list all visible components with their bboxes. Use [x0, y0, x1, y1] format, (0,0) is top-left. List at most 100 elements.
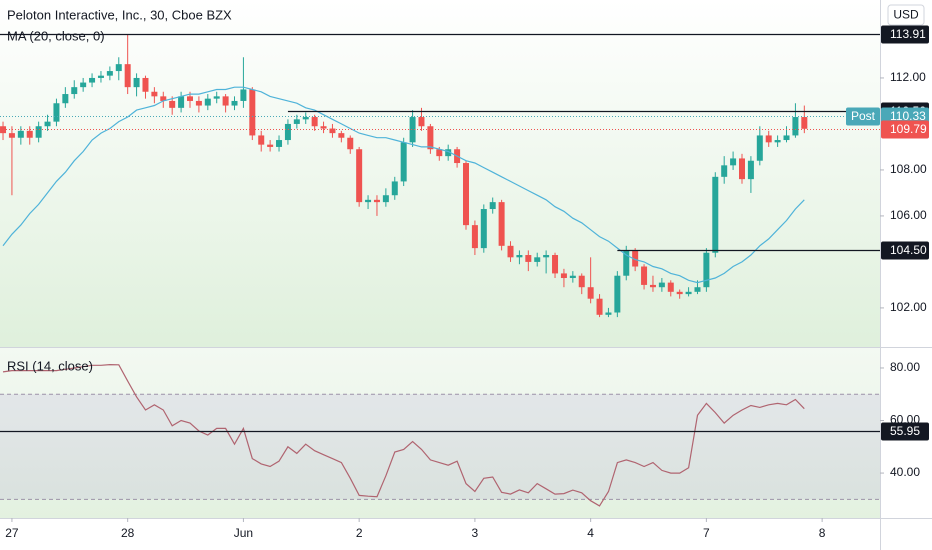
post-tag: Post: [851, 109, 876, 123]
candle-body: [436, 149, 443, 157]
candle-body: [347, 137, 354, 150]
rsi-band: [0, 394, 880, 500]
y-tick-label: 112.00: [890, 70, 926, 84]
candle-body: [400, 142, 407, 182]
candle-body: [774, 140, 781, 143]
candle-body: [409, 117, 416, 143]
candle-body: [276, 140, 283, 147]
candle-body: [685, 291, 692, 295]
candle-body: [222, 96, 229, 106]
candle-body: [133, 77, 140, 88]
candle-body: [62, 94, 69, 104]
candle-body: [471, 225, 478, 249]
candle-body: [80, 82, 87, 88]
candle-body: [124, 64, 131, 88]
candle-body: [160, 96, 167, 101]
candle-body: [498, 202, 505, 246]
post-tag-box: [846, 107, 880, 126]
price-pane: [0, 0, 880, 347]
candle-body: [178, 96, 185, 108]
price-label-box: [881, 241, 929, 260]
candle-body: [525, 255, 532, 262]
candle-body: [204, 98, 211, 106]
candle-body: [543, 255, 550, 258]
candle-body: [89, 77, 96, 83]
x-tick-label: 27: [5, 526, 19, 540]
candle-body: [427, 126, 434, 150]
candle-body: [35, 126, 42, 138]
price-label-box: [881, 25, 929, 44]
candle-body: [97, 75, 104, 78]
rsi-line: [2, 363, 805, 507]
candle-body: [329, 128, 336, 134]
candle-body: [373, 199, 380, 203]
x-tick-label: 3: [472, 526, 479, 540]
y-tick-label: 108.00: [890, 162, 927, 176]
candle-body: [382, 195, 389, 203]
y-tick-label: 40.00: [890, 465, 920, 479]
price-label-box: [881, 422, 929, 441]
y-tick-label: 106.00: [890, 208, 927, 222]
candle-body: [240, 89, 247, 101]
candle-body: [534, 257, 541, 262]
candle-body: [213, 96, 220, 99]
price-label: 55.95: [890, 424, 920, 438]
candle-body: [649, 284, 656, 288]
candle-body: [667, 282, 674, 292]
candle-body: [17, 130, 24, 138]
candle-body: [801, 117, 808, 129]
candle-body: [142, 77, 149, 92]
candle-body: [44, 121, 51, 127]
price-label: 104.50: [890, 243, 927, 257]
candle-body: [489, 202, 496, 210]
candle-body: [721, 165, 728, 177]
x-tick-label: 7: [703, 526, 710, 540]
candle-body: [302, 117, 309, 120]
currency-box[interactable]: [887, 4, 925, 26]
price-label: 109.79: [890, 122, 927, 136]
candle-body: [258, 135, 265, 145]
candle-body: [614, 275, 621, 313]
x-tick-label: 4: [587, 526, 594, 540]
candle-body: [658, 282, 665, 288]
candle-body: [186, 96, 193, 101]
candle-body: [338, 133, 345, 138]
candle-body: [462, 163, 469, 226]
candle-body: [320, 126, 327, 129]
currency[interactable]: USD: [893, 8, 919, 22]
candle-body: [694, 287, 701, 292]
price-label: 113.91: [890, 27, 926, 41]
candle-body: [605, 312, 612, 315]
rsi-pane: [0, 348, 880, 518]
candle-body: [552, 255, 559, 274]
candle-body: [418, 117, 425, 127]
candle-body: [391, 181, 398, 196]
candle-body: [516, 255, 523, 258]
candle-body: [151, 91, 158, 97]
candle-body: [106, 71, 113, 76]
candle-body: [747, 160, 754, 180]
candle-body: [730, 158, 737, 166]
candle-body: [641, 266, 648, 285]
candle-body: [284, 123, 291, 141]
candle-body: [792, 117, 799, 136]
candle-body: [169, 100, 176, 108]
candle-body: [8, 133, 15, 138]
candle-body: [676, 291, 683, 295]
candle-body: [632, 250, 639, 267]
candle-body: [311, 117, 318, 127]
candle-body: [231, 100, 238, 106]
candle-body: [596, 298, 603, 315]
candle-body: [587, 287, 594, 299]
candle-body: [783, 135, 790, 141]
candle-body: [115, 64, 122, 72]
x-tick-label: 28: [121, 526, 135, 540]
candle-body: [267, 144, 274, 147]
candle-body: [712, 176, 719, 253]
y-tick-label: 80.00: [890, 360, 920, 374]
x-tick-label: 8: [819, 526, 826, 540]
candle-body: [765, 135, 772, 143]
candle-body: [756, 135, 763, 161]
